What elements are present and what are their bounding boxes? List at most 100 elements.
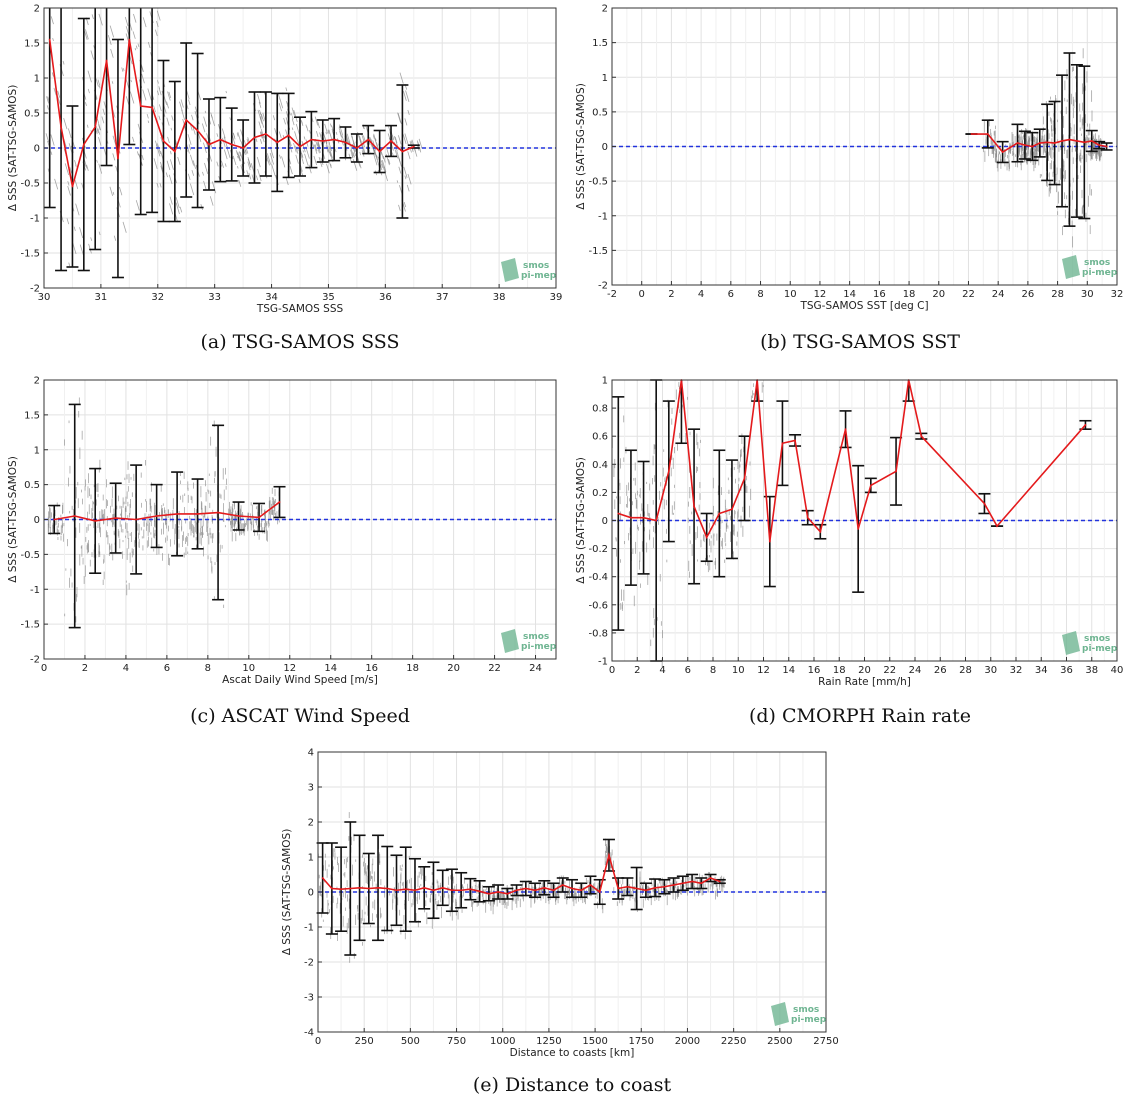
mean-point (310, 138, 313, 141)
y-tick-label: -1 (598, 211, 608, 222)
scatter-mark (169, 159, 174, 170)
x-tick-label: 12 (757, 665, 770, 676)
logo-line-1: smos (793, 1005, 819, 1015)
y-tick-label: 1.5 (24, 410, 40, 421)
scatter-mark (258, 121, 262, 129)
scatter-mark (354, 149, 356, 152)
mean-point (135, 518, 138, 521)
logo-line-1: smos (523, 261, 549, 271)
scatter-mark (180, 99, 184, 108)
scatter-mark (281, 156, 286, 168)
x-tick-label: 36 (379, 292, 392, 303)
scatter-mark (109, 186, 114, 196)
mean-point (571, 887, 573, 890)
scatter-mark (132, 31, 136, 39)
scatter-mark (119, 151, 121, 154)
scatter-mark (407, 109, 410, 116)
mean-point (460, 889, 463, 892)
x-tick-label: 32 (1111, 289, 1124, 300)
scatter-mark (238, 151, 242, 157)
scatter-mark (391, 152, 394, 156)
scatter-mark (192, 126, 196, 135)
scatter-mark (111, 81, 114, 84)
mean-point (196, 129, 199, 132)
scatter-mark (235, 150, 239, 156)
y-tick-label: 0 (602, 516, 608, 527)
scatter-mark (84, 31, 88, 40)
y-tick-label: 1 (34, 74, 40, 85)
scatter-mark (330, 123, 332, 127)
scatter-mark (50, 16, 54, 25)
scatter-mark (96, 159, 98, 163)
scatter-mark (181, 109, 186, 120)
y-axis-title: Δ SSS (SAT-TSG-SAMOS) (7, 456, 19, 583)
scatter-mark (110, 48, 114, 58)
x-tick-label: 36 (1060, 665, 1073, 676)
y-tick-label: 0.5 (24, 109, 40, 120)
y-tick-label: 1.5 (24, 39, 40, 50)
mean-point (404, 888, 407, 891)
x-tick-label: 26 (934, 665, 947, 676)
scatter-mark (243, 161, 245, 165)
mean-point (395, 889, 398, 892)
y-tick-label: -0.5 (588, 177, 608, 188)
scatter-mark (313, 155, 318, 166)
mean-point (561, 884, 564, 886)
scatter-mark (237, 131, 242, 142)
scatter-mark (153, 105, 156, 113)
mean-point (355, 147, 358, 149)
scatter-mark (283, 117, 286, 125)
scatter-mark (102, 108, 106, 115)
scatter-mark (210, 114, 215, 127)
y-tick-label: 0.2 (592, 488, 608, 499)
scatter-mark (187, 173, 191, 181)
x-axis-title: TSG-SAMOS SSS (256, 303, 344, 315)
scatter-mark (291, 113, 293, 116)
scatter-mark (260, 131, 265, 143)
logo-icon (771, 1002, 789, 1026)
scatter-mark (129, 23, 133, 31)
logo-icon (1062, 631, 1080, 655)
y-tick-label: 2 (602, 4, 608, 15)
scatter-mark (259, 138, 263, 144)
x-tick-label: 32 (1010, 665, 1023, 676)
scatter-mark (221, 160, 224, 168)
scatter-mark (204, 110, 207, 114)
x-tick-label: 2000 (675, 1036, 700, 1047)
mean-point (128, 38, 131, 41)
x-axis-title: TSG-SAMOS SST [deg C] (799, 300, 928, 312)
scatter-mark (98, 85, 101, 89)
scatter-mark (300, 168, 304, 177)
scatter-mark (348, 141, 350, 144)
caption-d: (d) CMORPH Rain rate (748, 705, 971, 727)
scatter-mark (169, 151, 172, 155)
y-tick-label: -2 (30, 284, 40, 295)
scatter-mark (221, 128, 226, 139)
scatter-mark (202, 171, 204, 176)
scatter-mark (87, 70, 92, 83)
mean-point (705, 536, 708, 539)
logo-line-1: smos (523, 632, 549, 642)
scatter-mark (53, 87, 57, 96)
scatter-mark (317, 120, 320, 129)
mean-point (794, 439, 796, 442)
scatter-mark (204, 162, 209, 175)
scatter-mark (339, 130, 342, 137)
y-tick-label: 1.5 (592, 38, 608, 49)
scatter-mark (351, 154, 354, 159)
scatter-mark (285, 176, 289, 186)
scatter-mark (247, 161, 251, 171)
scatter-mark (269, 146, 275, 159)
scatter-mark (326, 163, 330, 174)
mean-point (617, 887, 620, 890)
mean-point (1024, 144, 1026, 147)
mean-line (322, 852, 721, 895)
mean-point (219, 138, 222, 141)
x-tick-label: 16 (873, 289, 886, 300)
mean-point (358, 886, 361, 889)
scatter-mark (85, 29, 89, 40)
y-tick-label: 1 (308, 853, 314, 864)
scatter-mark (216, 133, 219, 137)
